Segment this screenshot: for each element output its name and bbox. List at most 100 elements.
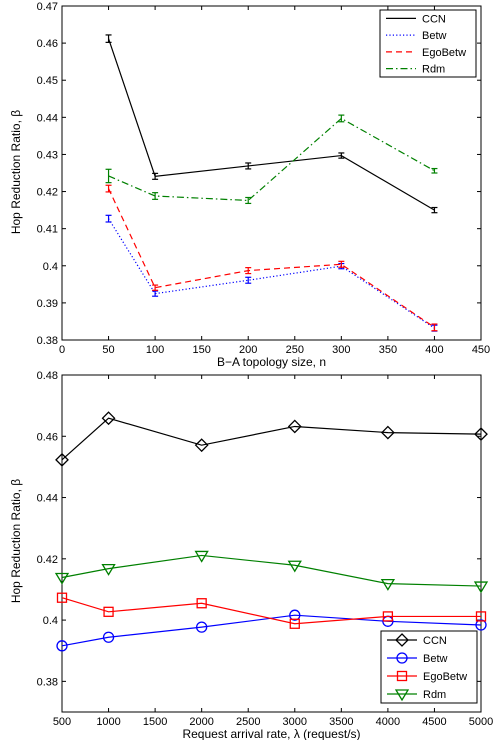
error-bar [105,168,112,184]
y-tick-label: 0.4 [43,615,58,627]
series-rdm [105,114,438,205]
data-point [101,411,116,426]
legend-label: EgoBetw [423,671,467,683]
series-ccn [105,34,438,214]
series-line [108,117,435,202]
data-point [194,550,209,563]
data-point [54,572,70,585]
top-chart: 0 50 100 150 200 250 300 350 400 450 0.38 0.39 0.4 0.… [9,1,490,369]
legend-item: EgoBetw [386,47,466,59]
data-point [287,560,302,573]
legend-marker [396,670,408,682]
x-tick-label: 1000 [96,716,120,728]
x-axis-label: Request arrival rate, λ (request/s) [182,727,360,740]
y-tick-label: 0.38 [37,676,58,688]
x-tick-label: 350 [379,344,397,356]
x-tick-label: 150 [192,344,210,356]
series-egobetw [105,184,438,332]
x-tick-label: 1500 [143,716,167,728]
error-bar [152,172,159,180]
data-point [382,611,394,622]
series-line [61,554,482,587]
data-point [102,631,115,643]
y-tick-label: 0.4 [43,261,58,273]
legend-label: Rdm [422,64,445,76]
data-point [196,598,207,609]
x-tick-label: 5000 [469,716,493,728]
series-line [61,597,481,625]
x-tick-label: 300 [332,344,350,356]
legend-label: EgoBetw [422,47,466,59]
data-point [101,563,116,576]
data-point [475,619,487,631]
error-bar [338,114,345,123]
y-tick-label: 0.42 [37,187,58,199]
legend-item: EgoBetw [387,670,467,683]
bottom-chart: 500 1000 1500 2000 2500 3000 3500 4000 4500 5000 0… [9,370,493,741]
legend-marker [395,633,409,647]
error-bar [245,276,252,284]
y-tick-label: 0.42 [37,554,58,566]
y-axis-label: Hop Reduction Ratio, β [9,479,23,603]
error-bar [105,34,112,43]
data-point [380,425,395,440]
x-tick-label: 3000 [283,716,307,728]
legend-label: Rdm [423,689,446,701]
series-ccn [55,411,488,467]
x-tick-label: 250 [286,344,304,356]
error-bar [152,290,159,297]
y-axis-label: Hop Reduction Ratio, β [9,110,23,234]
error-bar [245,162,252,170]
legend-box [379,9,477,78]
error-bar [431,323,438,332]
legend-item: Rdm [386,64,445,76]
x-axis-label: B−A topology size, n [217,355,326,369]
legend-label: Betw [423,653,448,665]
series-line [61,417,482,461]
y-tick-label: 0.39 [37,298,58,310]
y-tick-label: 0.45 [37,75,58,87]
error-bar [105,214,112,223]
y-tick-label: 0.41 [37,224,58,236]
y-tick-label: 0.48 [37,370,58,382]
legend-item: CCN [387,633,447,647]
error-bar [105,184,112,193]
series-line [61,614,482,647]
data-point [289,609,301,621]
x-tick-label: 400 [425,344,443,356]
data-point [56,640,68,652]
x-tick-label: 3500 [329,716,353,728]
x-tick-label: 100 [146,344,164,356]
legend: CCN Betw EgoBetw Rdm [379,9,477,78]
legend: CCN Betw EgoBetw Rdm [380,630,478,704]
error-bar [152,192,159,200]
data-point [474,427,488,442]
error-bar [338,152,345,159]
legend-label: CCN [422,13,446,25]
error-bar [431,206,438,214]
x-tick-label: 4500 [422,716,446,728]
data-point [380,578,396,591]
legend-marker [396,652,408,664]
data-point [289,618,300,629]
error-bar [338,260,345,268]
x-tick-label: 2500 [236,716,260,728]
x-tick-label: 200 [239,344,257,356]
data-point [194,438,209,453]
data-point [287,419,302,434]
legend-item: Betw [387,652,448,665]
x-tick-label: 0 [59,344,65,356]
x-tick-label: 4000 [376,716,400,728]
y-tick-label: 0.43 [37,149,58,161]
series-line [108,218,435,329]
data-point [56,592,68,603]
error-bar [431,167,438,174]
x-tick-label: 50 [102,344,114,356]
data-point [473,581,489,594]
y-tick-label: 0.38 [37,335,58,347]
x-tick-label: 500 [53,716,71,728]
data-point [103,606,114,617]
y-tick-label: 0.46 [37,38,58,50]
x-tick-label: 450 [472,344,490,356]
